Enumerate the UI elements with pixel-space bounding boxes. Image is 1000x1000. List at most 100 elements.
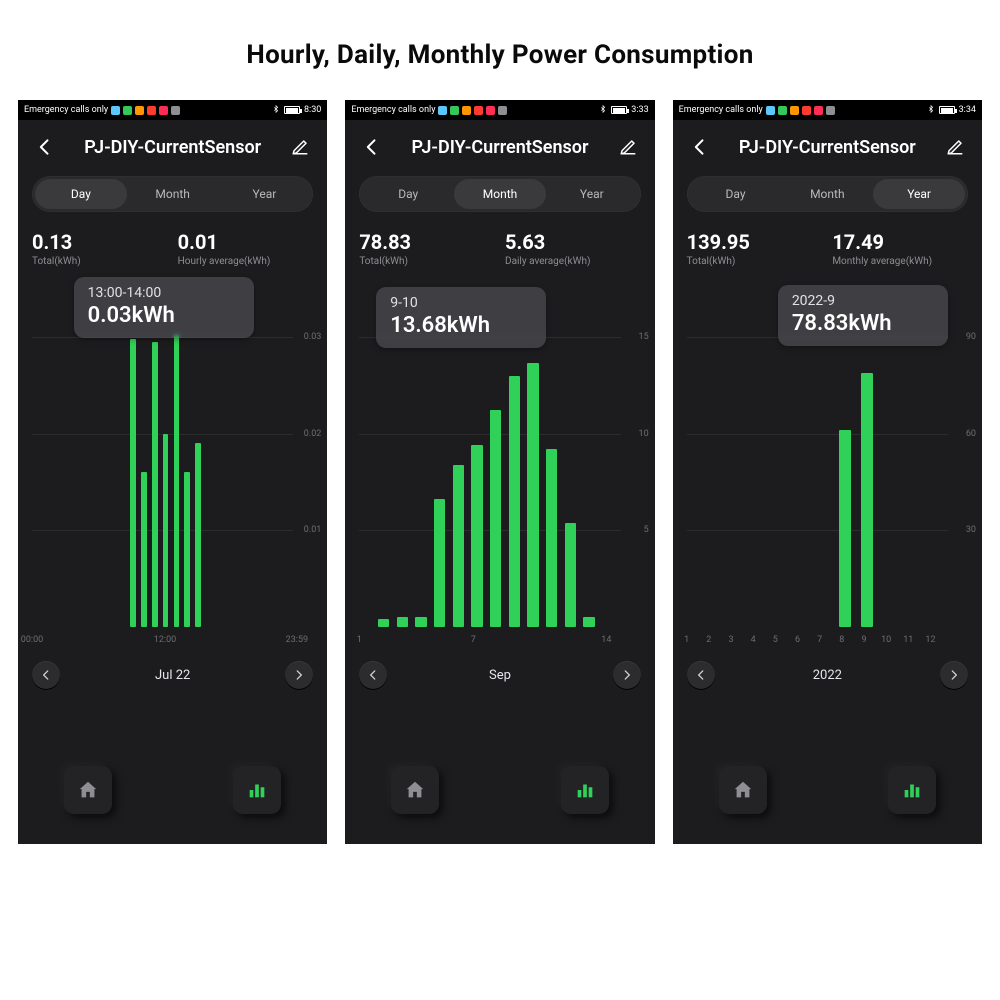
edit-button[interactable] [942,134,968,160]
chart-bar[interactable] [434,499,445,627]
x-axis-label: 11 [903,635,913,645]
chart-bar[interactable] [130,339,136,627]
segment-day[interactable]: Day [362,179,454,209]
y-axis-label: 5 [644,525,649,535]
segment-month[interactable]: Month [454,179,546,209]
bars-container [359,337,620,627]
y-axis-label: 0.03 [304,332,322,342]
stat-value: 0.01 [178,230,314,254]
chart-bar[interactable] [565,523,576,627]
stat-label: Total(kWh) [359,256,495,267]
status-app-icon [147,106,156,115]
edit-button[interactable] [287,134,313,160]
period-segmented: DayMonthYear [359,176,640,212]
status-app-icon [111,106,120,115]
phones-row: Emergency calls only8:30PJ-DIY-CurrentSe… [0,100,1000,844]
chart-bar[interactable] [546,449,557,627]
battery-icon [939,106,955,114]
chart-bar[interactable] [861,373,873,627]
x-axis-label: 5 [773,635,778,645]
x-axis-label: 2 [706,635,711,645]
battery-icon [284,106,300,114]
stats-button[interactable] [561,766,609,814]
status-app-icon [790,106,799,115]
chart-bar[interactable] [378,619,389,627]
status-app-icon [802,106,811,115]
stat-label: Hourly average(kWh) [178,256,314,267]
chart-bar[interactable] [509,376,520,627]
home-button[interactable] [391,766,439,814]
status-bar: Emergency calls only8:30 [18,100,327,120]
status-app-icon [766,106,775,115]
stat-label: Daily average(kWh) [505,256,641,267]
segment-year[interactable]: Year [219,179,311,209]
title-bar: PJ-DIY-CurrentSensor [345,120,654,170]
x-axis-label: 8 [839,635,844,645]
stat-value: 0.13 [32,230,168,254]
next-button[interactable] [613,661,641,689]
back-button[interactable] [687,134,713,160]
chart-bar[interactable] [471,445,482,627]
stat-block: 139.95Total(kWh) [687,230,823,267]
stats-button[interactable] [233,766,281,814]
prev-button[interactable] [32,661,60,689]
chart-tooltip: 2022-978.83kWh [778,285,948,346]
chart-bar[interactable] [195,443,201,627]
chart-bar[interactable] [397,617,408,627]
carrier-text: Emergency calls only [679,105,763,115]
chart-bar[interactable] [174,335,180,627]
chart-bar[interactable] [527,363,538,627]
chart-bar[interactable] [839,430,851,627]
title-bar: PJ-DIY-CurrentSensor [18,120,327,170]
status-app-icon [438,106,447,115]
next-button[interactable] [940,661,968,689]
segment-day[interactable]: Day [35,179,127,209]
stat-block: 17.49Monthly average(kWh) [832,230,968,267]
bottom-nav [673,766,982,844]
stat-label: Monthly average(kWh) [832,256,968,267]
chart-area: 9-1013.68kWh510151714 [345,277,654,657]
segment-month[interactable]: Month [781,179,873,209]
segment-day[interactable]: Day [690,179,782,209]
back-button[interactable] [32,134,58,160]
chart-bar[interactable] [163,434,169,627]
chart-bar[interactable] [453,465,464,627]
chart-bar[interactable] [490,410,501,627]
x-axis-label: 6 [795,635,800,645]
segment-year[interactable]: Year [546,179,638,209]
chart-bar[interactable] [184,472,190,627]
x-axis-label: 1 [684,635,689,645]
chart-bar[interactable] [583,617,594,627]
status-bar: Emergency calls only 3:34 [673,100,982,120]
bars-container [687,337,948,627]
x-axis-label: 14 [601,635,611,645]
phone-screen: Emergency calls only3:34PJ-DIY-CurrentSe… [673,100,982,844]
next-button[interactable] [285,661,313,689]
home-button[interactable] [64,766,112,814]
back-button[interactable] [359,134,385,160]
chart-bar[interactable] [152,342,158,627]
clock-text: 8:30 [304,105,321,115]
carrier-text: Emergency calls only [351,105,435,115]
y-axis-label: 60 [966,429,976,439]
clock-text: 3:34 [959,105,976,115]
prev-button[interactable] [359,661,387,689]
battery-icon [611,106,627,114]
segment-year[interactable]: Year [873,179,965,209]
segment-month[interactable]: Month [127,179,219,209]
bluetooth-icon [272,104,280,117]
period-segmented: DayMonthYear [687,176,968,212]
x-axis-label: 12 [925,635,935,645]
bottom-nav [345,766,654,844]
chart-bar[interactable] [141,472,147,627]
x-axis-label: 00:00 [21,635,43,645]
screen-title: PJ-DIY-CurrentSensor [412,137,589,158]
stats-button[interactable] [888,766,936,814]
edit-button[interactable] [615,134,641,160]
bottom-nav [18,766,327,844]
stat-block: 5.63Daily average(kWh) [505,230,641,267]
x-axis-label: 3 [728,635,733,645]
chart-bar[interactable] [415,617,426,627]
prev-button[interactable] [687,661,715,689]
home-button[interactable] [719,766,767,814]
